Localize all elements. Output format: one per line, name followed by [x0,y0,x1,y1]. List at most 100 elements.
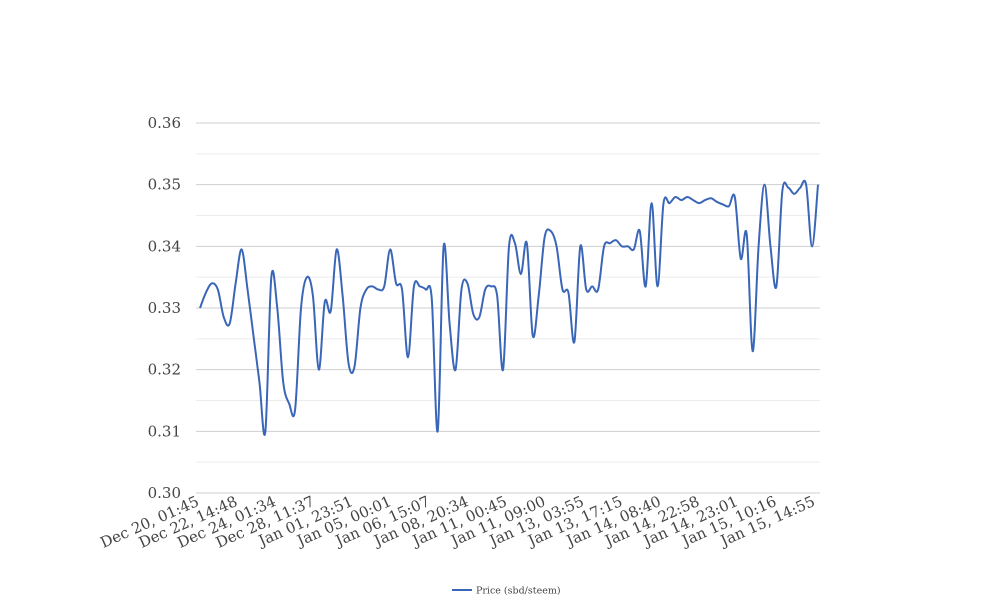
data-point [609,242,611,244]
data-point [698,202,700,204]
data-point [544,236,546,238]
data-point [270,276,272,278]
data-point [419,285,421,287]
data-point [585,289,587,291]
y-tick-label: 0.33 [148,299,181,317]
data-point [449,322,451,324]
data-point [597,289,599,291]
data-point [365,289,367,291]
data-point [728,205,730,207]
data-point [199,307,201,309]
data-point [550,230,552,232]
data-point [514,242,516,244]
data-point [686,196,688,198]
data-point [633,248,635,250]
data-point [532,335,534,337]
data-point [235,282,237,284]
data-point [460,289,462,291]
data-point [371,285,373,287]
data-point [508,245,510,247]
data-point [223,316,225,318]
data-point [324,301,326,303]
y-tick-label: 0.36 [148,114,181,132]
data-point [740,258,742,260]
data-point [627,245,629,247]
data-point [413,285,415,287]
data-point [645,285,647,287]
data-point [764,184,766,186]
data-point [579,245,581,247]
data-point [787,187,789,189]
data-point [437,430,439,432]
series-layer [199,179,819,436]
data-point [811,245,813,247]
legend-label: Price (sbd/steem) [476,586,561,597]
data-point [674,196,676,198]
data-point [556,245,558,247]
data-point [746,233,748,235]
data-point [680,199,682,201]
data-point [793,193,795,195]
data-point [318,369,320,371]
y-axis-ticks: 0.30 0.31 0.32 0.33 0.34 0.35 0.36 [148,114,181,502]
y-tick-label: 0.35 [148,176,181,194]
data-point [306,276,308,278]
data-point [455,369,457,371]
data-point [425,289,427,291]
y-tick-label: 0.34 [148,237,181,255]
data-point [663,202,665,204]
data-point [520,273,522,275]
data-point [217,289,219,291]
data-point [710,197,712,199]
data-point [407,356,409,358]
data-point [342,295,344,297]
data-point [567,292,569,294]
data-point [603,245,605,247]
y-tick-label: 0.32 [148,361,181,379]
data-point [229,322,231,324]
data-point [615,239,617,241]
data-point [716,201,718,203]
data-point [502,369,504,371]
data-point [668,202,670,204]
data-point [621,245,623,247]
data-point [300,307,302,309]
data-point [769,245,771,247]
data-point [431,298,433,300]
data-point [484,289,486,291]
data-point [330,310,332,312]
gridlines [196,122,820,494]
data-point [639,230,641,232]
series-line-price [199,179,819,436]
data-point [591,285,593,287]
data-point [496,295,498,297]
data-point [758,245,760,247]
data-point [276,307,278,309]
data-point [651,202,653,204]
data-point [312,295,314,297]
data-point [377,289,379,291]
data-point [294,409,296,411]
data-point [805,184,807,186]
data-point [561,289,563,291]
data-point [288,403,290,405]
data-point [775,285,777,287]
data-point [383,285,385,287]
data-point [573,341,575,343]
data-point [247,289,249,291]
data-point [734,196,736,198]
data-point [258,381,260,383]
data-point [282,381,284,383]
data-point [526,242,528,244]
data-point [205,292,207,294]
data-point [722,203,724,205]
legend: Price (sbd/steem) [452,586,561,597]
data-point [395,282,397,284]
data-point [264,430,266,432]
data-point [359,307,361,309]
data-point [354,366,356,368]
data-point [348,363,350,365]
data-point [336,248,338,250]
